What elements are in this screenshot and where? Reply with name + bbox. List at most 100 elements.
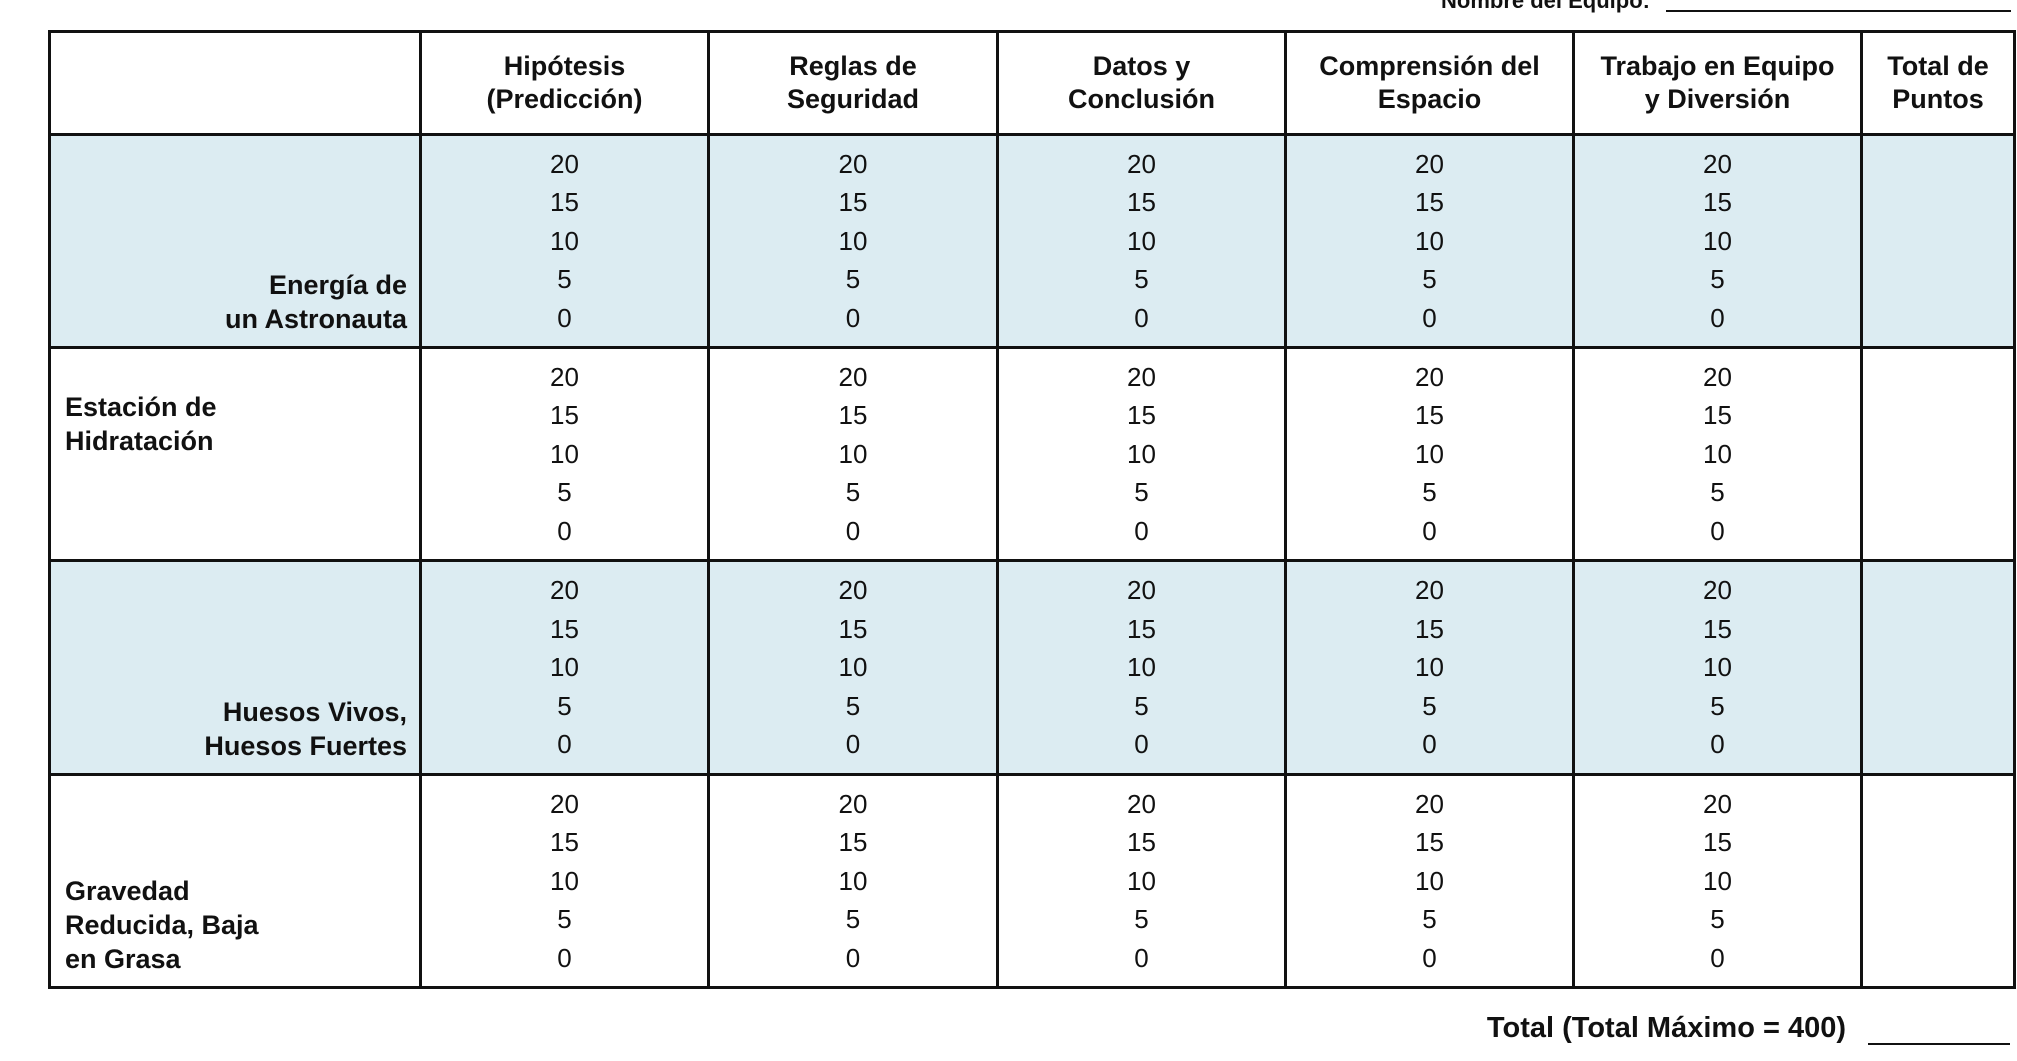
score-option: 0 bbox=[999, 299, 1284, 338]
score-option: 15 bbox=[422, 183, 707, 222]
score-option: 15 bbox=[1575, 396, 1860, 435]
row-label: Estación de Hidratación bbox=[65, 390, 419, 458]
score-option: 0 bbox=[999, 939, 1284, 978]
score-option: 20 bbox=[710, 145, 996, 184]
row-label-cell: Estación de Hidratación bbox=[50, 348, 421, 561]
total-cell bbox=[1862, 775, 2015, 988]
score-option: 0 bbox=[1575, 725, 1860, 764]
score-option: 10 bbox=[422, 648, 707, 687]
column-header: Hipótesis (Predicción) bbox=[421, 32, 709, 135]
score-option: 0 bbox=[999, 725, 1284, 764]
team-label: Nombre del Equipo: bbox=[1441, 0, 1650, 14]
score-option: 10 bbox=[710, 435, 996, 474]
score-option: 0 bbox=[1287, 512, 1572, 551]
score-option: 10 bbox=[710, 222, 996, 261]
score-option: 15 bbox=[999, 610, 1284, 649]
row-label-cell: Gravedad Reducida, Baja en Grasa bbox=[50, 775, 421, 988]
score-option: 0 bbox=[999, 512, 1284, 551]
score-option: 15 bbox=[710, 610, 996, 649]
row-label-cell: Huesos Vivos, Huesos Fuertes bbox=[50, 561, 421, 775]
score-option: 0 bbox=[710, 299, 996, 338]
score-option: 5 bbox=[710, 687, 996, 726]
total-label: Total (Total Máximo = 400) bbox=[1487, 1012, 1846, 1045]
score-option: 0 bbox=[1575, 299, 1860, 338]
score-option: 0 bbox=[710, 512, 996, 551]
score-option: 5 bbox=[422, 260, 707, 299]
score-option: 15 bbox=[999, 396, 1284, 435]
score-option: 20 bbox=[1287, 571, 1572, 610]
score-option: 10 bbox=[999, 862, 1284, 901]
score-option: 5 bbox=[422, 473, 707, 512]
score-option: 15 bbox=[422, 823, 707, 862]
score-option: 10 bbox=[710, 648, 996, 687]
score-option: 0 bbox=[1287, 299, 1572, 338]
score-option: 0 bbox=[422, 512, 707, 551]
score-option: 0 bbox=[422, 939, 707, 978]
score-option: 15 bbox=[422, 610, 707, 649]
score-option: 20 bbox=[422, 571, 707, 610]
header-row: Hipótesis (Predicción)Reglas de Segurida… bbox=[50, 32, 2015, 135]
score-option: 10 bbox=[422, 222, 707, 261]
score-option: 20 bbox=[999, 785, 1284, 824]
score-option: 0 bbox=[422, 725, 707, 764]
score-option: 10 bbox=[999, 435, 1284, 474]
score-option: 0 bbox=[422, 299, 707, 338]
score-option: 0 bbox=[1287, 939, 1572, 978]
score-option: 5 bbox=[710, 260, 996, 299]
score-option: 5 bbox=[1287, 687, 1572, 726]
score-option: 5 bbox=[710, 900, 996, 939]
score-option: 5 bbox=[999, 260, 1284, 299]
score-option: 20 bbox=[999, 145, 1284, 184]
score-option: 0 bbox=[1287, 725, 1572, 764]
team-name-field bbox=[1666, 10, 2011, 12]
score-option: 10 bbox=[1287, 862, 1572, 901]
score-option: 20 bbox=[1287, 145, 1572, 184]
score-option: 10 bbox=[1575, 222, 1860, 261]
score-option: 15 bbox=[710, 396, 996, 435]
score-option: 20 bbox=[422, 358, 707, 397]
score-option: 5 bbox=[1287, 473, 1572, 512]
score-option: 10 bbox=[1575, 862, 1860, 901]
score-option: 0 bbox=[1575, 512, 1860, 551]
score-option: 5 bbox=[1575, 473, 1860, 512]
total-field bbox=[1868, 1043, 2010, 1045]
row-label: Energía de un Astronauta bbox=[51, 268, 407, 336]
score-option: 15 bbox=[1287, 610, 1572, 649]
score-option: 20 bbox=[710, 571, 996, 610]
score-option: 0 bbox=[710, 939, 996, 978]
score-option: 20 bbox=[422, 785, 707, 824]
column-header: Comprensión del Espacio bbox=[1286, 32, 1574, 135]
score-option: 15 bbox=[710, 183, 996, 222]
score-option: 15 bbox=[1575, 183, 1860, 222]
score-option: 15 bbox=[1575, 610, 1860, 649]
score-option: 5 bbox=[999, 473, 1284, 512]
score-option: 20 bbox=[710, 785, 996, 824]
score-option: 5 bbox=[422, 900, 707, 939]
column-header: Total de Puntos bbox=[1862, 32, 2015, 135]
score-option: 0 bbox=[710, 725, 996, 764]
column-header: Trabajo en Equipo y Diversión bbox=[1574, 32, 1862, 135]
score-option: 20 bbox=[1575, 785, 1860, 824]
score-option: 5 bbox=[1575, 900, 1860, 939]
score-option: 20 bbox=[999, 358, 1284, 397]
score-option: 15 bbox=[1575, 823, 1860, 862]
score-option: 20 bbox=[1575, 145, 1860, 184]
column-header: Datos y Conclusión bbox=[998, 32, 1286, 135]
score-option: 10 bbox=[1287, 648, 1572, 687]
score-option: 5 bbox=[999, 687, 1284, 726]
score-option: 15 bbox=[999, 823, 1284, 862]
score-option: 5 bbox=[1575, 687, 1860, 726]
total-cell bbox=[1862, 348, 2015, 561]
